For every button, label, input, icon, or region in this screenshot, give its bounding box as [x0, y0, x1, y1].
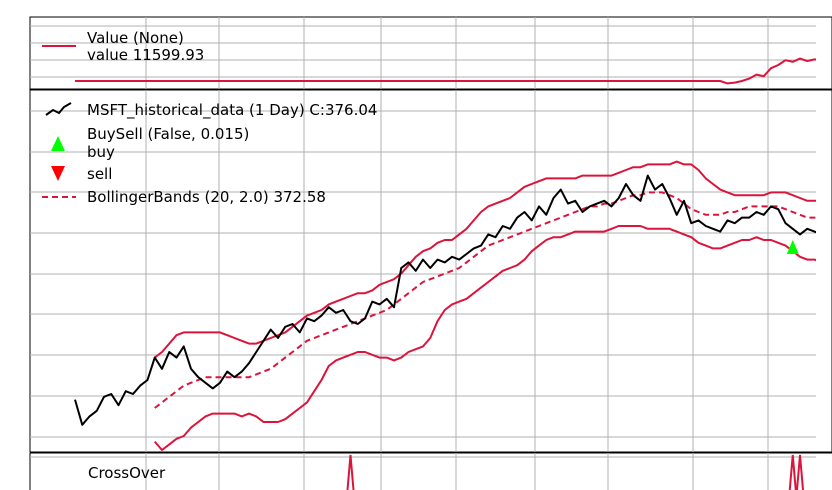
value-series-line — [75, 57, 816, 85]
price-legend: MSFT_historical_data (1 Day) C:376.04 Bu… — [42, 101, 377, 206]
bollinger-mid-line — [154, 191, 816, 409]
sell-triangle-icon — [51, 166, 65, 181]
bollinger-top-line — [154, 160, 816, 359]
value-legend: Value (None) value 11599.93 — [42, 29, 204, 64]
value-panel-frame — [29, 16, 832, 90]
price-panel-lines — [74, 160, 816, 451]
price-panel: MSFT_historical_data (1 Day) C:376.04 Bu… — [29, 89, 832, 453]
buysell-legend-label: BuySell (False, 0.015) — [87, 125, 249, 143]
buy-triangle-icon — [51, 136, 65, 151]
crossover-spike — [796, 454, 804, 490]
crossover-spike — [346, 454, 355, 490]
price-line-icon — [45, 102, 72, 116]
value-panel: Value (None) value 11599.93 — [29, 16, 832, 90]
crossover-spike — [788, 454, 797, 490]
bollinger-legend-label: BollingerBands (20, 2.0) 372.58 — [87, 188, 326, 206]
price-panel-grid — [30, 90, 816, 452]
value-panel-grid — [30, 17, 816, 89]
crossover-panel: CrossOver — [29, 452, 832, 490]
crossover-legend-label: CrossOver — [88, 464, 166, 482]
price-legend-label: MSFT_historical_data (1 Day) C:376.04 — [87, 101, 377, 120]
crossover-panel-grid — [30, 453, 816, 490]
value-panel-lines — [75, 57, 816, 85]
price-panel-frame — [29, 89, 832, 453]
value-legend-label: Value (None) — [87, 29, 184, 47]
sell-legend-label: sell — [87, 165, 112, 183]
buy-legend-label: buy — [87, 143, 115, 161]
buy-marker — [786, 240, 799, 254]
price-series-line — [74, 174, 816, 426]
value-legend-detail: value 11599.93 — [87, 46, 204, 64]
crossover-panel-lines — [346, 454, 804, 490]
bollinger-bottom-line — [153, 225, 816, 451]
